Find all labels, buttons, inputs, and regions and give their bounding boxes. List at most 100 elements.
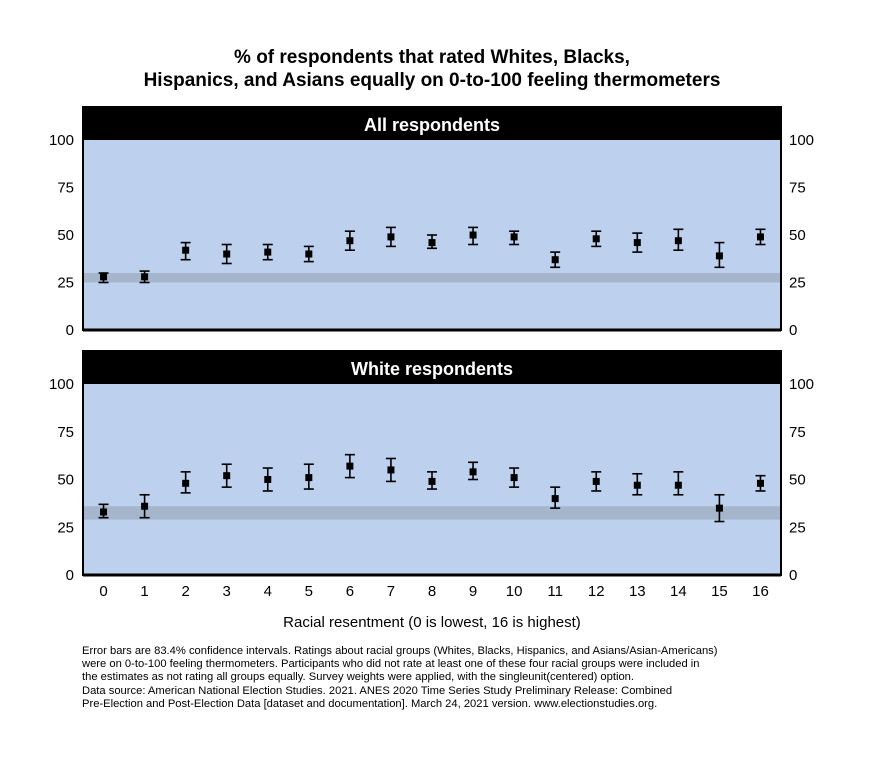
x-tick-label: 6: [346, 583, 354, 600]
point-marker: [305, 474, 313, 482]
point-marker: [100, 273, 108, 281]
panel-header: [83, 351, 781, 384]
x-tick-label: 3: [223, 583, 231, 600]
point-marker: [428, 477, 436, 485]
y-tick-label-left: 100: [49, 376, 74, 393]
y-tick-label-right: 50: [789, 472, 806, 489]
y-tick-label-left: 50: [57, 227, 74, 244]
point-marker: [715, 504, 723, 512]
footnote-line: Pre-Election and Post-Election Data [dat…: [82, 697, 658, 710]
data-point: [139, 493, 150, 519]
y-tick-label-right: 100: [789, 376, 814, 393]
point-marker: [223, 472, 231, 480]
panel-title: White respondents: [351, 359, 513, 379]
data-point: [98, 272, 109, 284]
x-tick-label: 16: [752, 583, 769, 600]
data-point: [468, 226, 479, 246]
x-tick-label: 15: [711, 583, 728, 600]
data-point: [550, 251, 561, 269]
data-point: [180, 471, 191, 494]
x-tick-label: 14: [670, 583, 687, 600]
panel-title: All respondents: [364, 115, 500, 135]
x-tick-label: 1: [140, 583, 148, 600]
data-point: [755, 228, 766, 246]
x-axis-label: Racial resentment (0 is lowest, 16 is hi…: [283, 614, 581, 631]
footnote-line: Data source: American National Election …: [82, 684, 673, 697]
point-marker: [428, 239, 436, 247]
data-point: [468, 461, 479, 481]
y-tick-label-left: 50: [57, 472, 74, 489]
point-marker: [141, 502, 149, 510]
point-marker: [346, 462, 354, 470]
point-marker: [551, 256, 559, 264]
data-point: [221, 243, 232, 265]
point-marker: [387, 233, 395, 241]
y-tick-label-right: 75: [789, 424, 806, 441]
chart-title-line-2: Hispanics, and Asians equally on 0-to-10…: [144, 70, 721, 91]
panel-1: All respondents 0 0 25 25 50 50 75 75 100 100: [49, 106, 814, 339]
point-marker: [387, 466, 395, 474]
point-marker: [264, 476, 272, 483]
x-tick-label: 4: [264, 583, 272, 600]
y-tick-label-right: 0: [789, 567, 797, 584]
point-marker: [510, 474, 518, 482]
y-tick-label-left: 0: [66, 567, 74, 584]
data-point: [344, 453, 355, 479]
y-tick-label-right: 0: [789, 322, 797, 339]
data-point: [632, 472, 643, 496]
point-marker: [182, 246, 190, 254]
y-tick-label-right: 25: [789, 519, 806, 536]
data-point: [262, 243, 273, 261]
footnote: Error bars are 83.4% confidence interval…: [82, 645, 802, 711]
point-marker: [715, 252, 723, 260]
point-marker: [264, 248, 272, 256]
point-marker: [346, 237, 354, 245]
data-point: [632, 232, 643, 253]
data-point: [385, 457, 396, 483]
point-marker: [592, 235, 600, 243]
data-point: [591, 471, 602, 492]
x-tick-label: 11: [547, 583, 563, 600]
y-tick-label-right: 100: [789, 132, 814, 149]
x-tick-label: 2: [181, 583, 189, 600]
panel-header: [83, 107, 781, 140]
x-tick-label: 12: [588, 583, 605, 600]
data-point: [550, 486, 561, 509]
x-tick-label: 10: [506, 583, 523, 600]
data-point: [509, 467, 520, 488]
x-tick-label: 5: [305, 583, 313, 600]
y-tick-label-left: 75: [57, 424, 74, 441]
footnote-line: the estimates as not rating all groups e…: [82, 671, 635, 684]
x-tick-label: 0: [99, 583, 107, 600]
data-point: [344, 230, 355, 251]
x-tick-label: 9: [469, 583, 477, 600]
point-marker: [510, 233, 518, 241]
point-marker: [223, 250, 231, 258]
point-marker: [182, 479, 190, 487]
data-point: [673, 228, 684, 251]
y-tick-label-left: 25: [57, 519, 74, 536]
data-point: [714, 493, 725, 523]
x-tick-label: 7: [387, 583, 395, 600]
data-point: [427, 471, 437, 490]
x-tick-label: 8: [428, 583, 436, 600]
data-point: [591, 230, 602, 248]
data-point: [98, 503, 109, 519]
y-tick-label-left: 25: [57, 275, 74, 292]
point-marker: [633, 481, 641, 489]
chart-panels: All respondents 0 0 25 25 50 50 75 75 100 100 White…: [49, 106, 814, 584]
point-marker: [674, 481, 682, 489]
x-tick-label: 13: [629, 583, 646, 600]
point-marker: [141, 273, 149, 281]
chart-title-line-1: % of respondents that rated Whites, Blac…: [234, 47, 630, 68]
data-point: [714, 241, 725, 269]
data-point: [755, 474, 766, 492]
point-marker: [305, 250, 313, 258]
data-point: [262, 467, 273, 492]
y-tick-label-left: 0: [66, 322, 74, 339]
point-marker: [551, 495, 559, 503]
point-marker: [674, 237, 682, 245]
data-point: [385, 226, 396, 248]
y-tick-label-left: 100: [49, 132, 74, 149]
